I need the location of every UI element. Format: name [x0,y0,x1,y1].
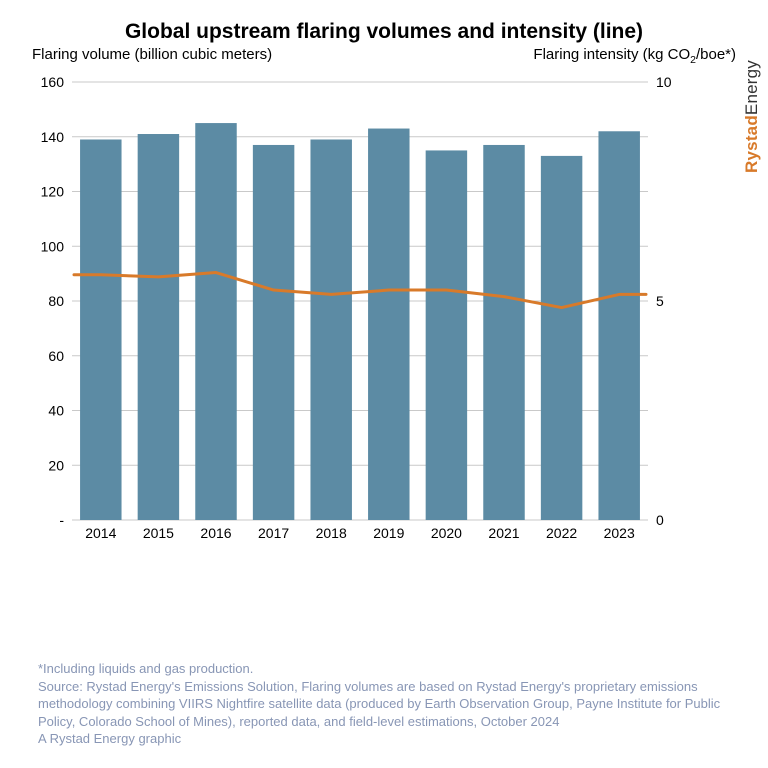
y-left-tick-label: 20 [48,457,64,473]
x-tick-label: 2019 [373,525,404,541]
brand-logo: RystadEnergy [742,60,762,173]
x-tick-label: 2023 [604,525,635,541]
bar [253,145,294,520]
y-left-tick-label: - [59,512,64,528]
bar [541,156,582,520]
x-tick-label: 2018 [316,525,347,541]
y-left-tick-label: 40 [48,403,64,419]
left-axis-label: Flaring volume (billion cubic meters) [32,46,272,66]
y-left-tick-label: 60 [48,348,64,364]
y-right-tick-label: 5 [656,293,664,309]
y-left-tick-label: 120 [41,184,65,200]
y-right-tick-label: 0 [656,512,664,528]
x-tick-label: 2020 [431,525,462,541]
x-tick-label: 2015 [143,525,174,541]
x-tick-label: 2017 [258,525,289,541]
bar [80,139,121,520]
bar [138,134,179,520]
combo-chart-svg: - 20 40 60 80 100 120 140 160 0 5 10 2014 2015 2016 201… [28,74,688,544]
bar [483,145,524,520]
y-left-tick-label: 160 [41,74,65,90]
y-right-tick-label: 10 [656,74,672,90]
x-tick-label: 2016 [200,525,231,541]
chart-title: Global upstream flaring volumes and inte… [125,20,643,43]
x-tick-label: 2022 [546,525,577,541]
bar [195,123,236,520]
y-left-tick-label: 140 [41,129,65,145]
bar [310,139,351,520]
chart-area: - 20 40 60 80 100 120 140 160 0 5 10 2014 2015 2016 201… [28,74,740,650]
right-axis-label: Flaring intensity (kg CO2/boe*) [533,46,736,66]
x-tick-label: 2014 [85,525,116,541]
y-left-tick-label: 100 [41,238,65,254]
y-left-tick-label: 80 [48,293,64,309]
footnote: *Including liquids and gas production.So… [28,660,740,758]
bar [598,131,639,520]
bar [426,150,467,520]
bar [368,129,409,520]
x-tick-label: 2021 [488,525,519,541]
